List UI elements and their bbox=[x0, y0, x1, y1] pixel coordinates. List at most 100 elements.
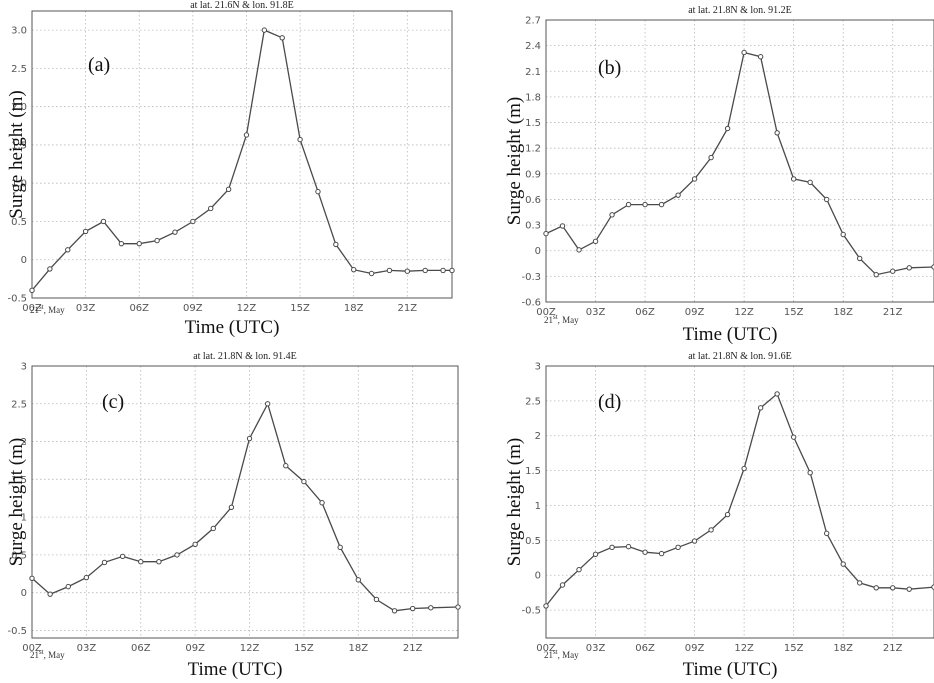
data-point bbox=[857, 580, 863, 586]
x-tick-label: 18Z bbox=[833, 643, 853, 654]
data-point bbox=[625, 201, 632, 208]
data-point bbox=[906, 586, 912, 592]
chart-panel: -0.5 0 0.5 1 1.5 2 2.5 3 00Z 03Z 06Z 09Z 12Z 15Z 18Z 21… bbox=[6, 351, 461, 680]
data-point bbox=[101, 559, 108, 566]
y-tick-label: 1 bbox=[535, 501, 541, 512]
panel-label: (c) bbox=[102, 391, 124, 413]
date-month: , May bbox=[44, 305, 65, 315]
date-month: , May bbox=[558, 315, 579, 325]
data-point bbox=[65, 247, 71, 253]
x-axis-label: Time (UTC) bbox=[683, 659, 778, 680]
y-tick-label: 2.7 bbox=[525, 16, 541, 27]
date-label: 21st, May bbox=[544, 648, 579, 660]
panel-label: (b) bbox=[598, 57, 621, 79]
data-point bbox=[807, 179, 813, 186]
date-month: , May bbox=[558, 650, 579, 660]
y-tick-label: 2.5 bbox=[11, 64, 27, 75]
data-point bbox=[790, 434, 797, 440]
x-tick-label: 18Z bbox=[344, 303, 364, 314]
data-point bbox=[156, 558, 162, 565]
data-point bbox=[708, 527, 714, 533]
data-point bbox=[409, 605, 416, 612]
data-point bbox=[138, 558, 144, 565]
data-point bbox=[741, 465, 747, 472]
data-point bbox=[83, 574, 90, 581]
data-point bbox=[210, 525, 216, 532]
x-tick-label: 15Z bbox=[294, 643, 314, 654]
data-point bbox=[228, 504, 235, 510]
data-point bbox=[840, 231, 846, 238]
data-point bbox=[29, 575, 35, 582]
data-point bbox=[840, 561, 846, 567]
data-point bbox=[790, 176, 797, 182]
series-line bbox=[545, 51, 934, 276]
y-tick-label: 1.5 bbox=[525, 118, 541, 129]
date-day: 21 bbox=[544, 650, 553, 660]
y-tick-label: -0.5 bbox=[7, 294, 27, 305]
y-axis-label: Surge height (m) bbox=[6, 90, 27, 218]
x-tick-label: 15Z bbox=[784, 307, 804, 318]
data-point bbox=[625, 543, 632, 550]
date-suffix: st bbox=[39, 303, 44, 311]
y-tick-label: -0.3 bbox=[521, 272, 541, 283]
data-point bbox=[455, 604, 461, 610]
data-point bbox=[890, 268, 896, 274]
y-tick-label: 1.8 bbox=[525, 92, 541, 103]
x-tick-label: 15Z bbox=[784, 643, 804, 654]
data-point bbox=[386, 267, 393, 274]
y-tick-label: 0.5 bbox=[11, 550, 27, 561]
y-tick-label: 0 bbox=[535, 246, 541, 257]
x-tick-label: 12Z bbox=[237, 303, 257, 314]
data-point bbox=[154, 237, 160, 244]
y-tick-label: 1.0 bbox=[11, 179, 27, 190]
data-point bbox=[873, 271, 879, 278]
date-day: 21 bbox=[544, 315, 553, 325]
data-point bbox=[119, 553, 126, 560]
data-point bbox=[757, 405, 764, 411]
x-tick-label: 15Z bbox=[290, 303, 310, 314]
data-point bbox=[559, 582, 566, 588]
y-tick-label: 1.5 bbox=[525, 466, 541, 477]
data-point bbox=[337, 544, 343, 551]
data-point bbox=[65, 583, 71, 590]
date-label: 21st, May bbox=[544, 313, 579, 325]
data-point bbox=[404, 268, 411, 274]
y-axis-label: Surge height (m) bbox=[504, 97, 525, 225]
data-point bbox=[609, 544, 615, 551]
data-point bbox=[708, 154, 714, 161]
data-point bbox=[675, 544, 681, 551]
data-point bbox=[190, 218, 196, 225]
data-point bbox=[890, 585, 896, 591]
data-point bbox=[823, 530, 830, 537]
data-point bbox=[658, 550, 665, 557]
x-tick-label: 06Z bbox=[635, 307, 655, 318]
data-point bbox=[592, 551, 599, 558]
data-point bbox=[774, 130, 780, 136]
x-tick-label: 06Z bbox=[129, 303, 149, 314]
x-tick-label: 12Z bbox=[240, 643, 260, 654]
x-tick-label: 00Z bbox=[22, 303, 42, 314]
date-suffix: st bbox=[553, 648, 558, 656]
date-label: 21st, May bbox=[30, 648, 65, 660]
data-point bbox=[559, 223, 566, 229]
x-axis-label: Time (UTC) bbox=[683, 324, 778, 345]
x-tick-label: 00Z bbox=[536, 643, 556, 654]
chart-panel: -0.6 -0.3 0 0.3 0.6 0.9 1.2 1.5 1.8 2.1 2.4 2.7 00Z 0… bbox=[504, 5, 934, 345]
x-tick-label: 21Z bbox=[883, 643, 903, 654]
x-tick-label: 18Z bbox=[349, 643, 369, 654]
y-tick-label: 1.2 bbox=[525, 144, 541, 155]
data-point bbox=[47, 266, 53, 272]
y-tick-label: 2.1 bbox=[525, 67, 541, 78]
data-point bbox=[440, 267, 446, 274]
x-tick-label: 12Z bbox=[734, 307, 754, 318]
y-tick-label: 0 bbox=[21, 255, 27, 266]
data-point bbox=[724, 125, 731, 132]
data-point bbox=[373, 596, 380, 603]
y-tick-label: 0.9 bbox=[525, 169, 541, 180]
data-point bbox=[391, 608, 398, 614]
chart-title: at lat. 21.8N & lon. 91.4E bbox=[193, 351, 297, 362]
y-axis-label: Surge height (m) bbox=[6, 438, 27, 566]
y-tick-label: -0.5 bbox=[7, 626, 27, 637]
date-suffix: st bbox=[39, 648, 44, 656]
x-tick-label: 03Z bbox=[77, 643, 97, 654]
